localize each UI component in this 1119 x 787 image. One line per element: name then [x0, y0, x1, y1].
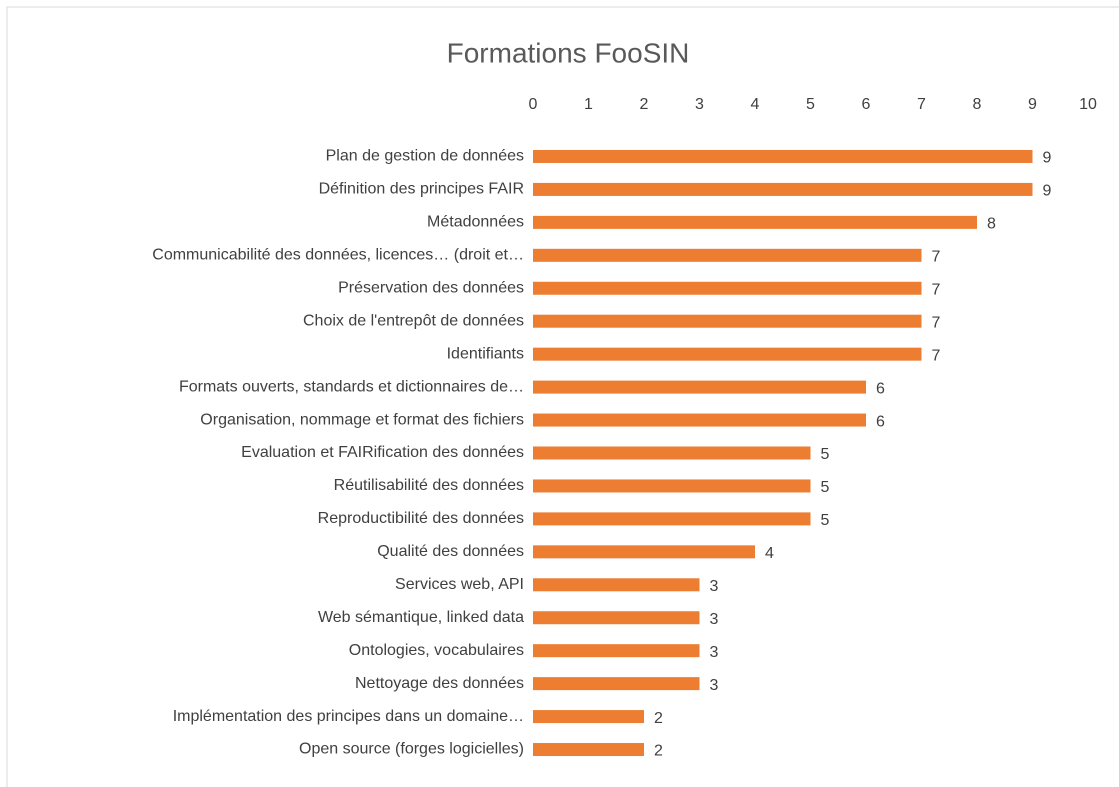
y-tick-label: Choix de l'entrepôt de données	[303, 312, 524, 329]
data-label: 2	[654, 743, 663, 760]
bar	[533, 413, 866, 427]
y-tick-label: Plan de gestion de données	[326, 148, 524, 165]
x-tick-label: 0	[529, 96, 538, 113]
data-label: 3	[710, 677, 719, 694]
data-label: 6	[876, 380, 885, 397]
data-label: 6	[876, 413, 885, 430]
data-label: 3	[710, 644, 719, 661]
x-tick-label: 7	[917, 96, 926, 113]
data-label: 9	[1043, 150, 1052, 167]
bar	[533, 611, 700, 625]
bar	[533, 479, 811, 493]
x-tick-label: 5	[806, 96, 815, 113]
x-tick-label: 10	[1079, 96, 1097, 113]
x-tick-label: 6	[862, 96, 871, 113]
y-tick-label: Qualité des données	[377, 543, 524, 560]
bar	[533, 677, 700, 691]
y-tick-label: Web sémantique, linked data	[318, 609, 524, 626]
y-tick-label: Préservation des données	[338, 279, 524, 296]
bar	[533, 281, 922, 295]
y-tick-label: Réutilisabilité des données	[334, 477, 524, 494]
y-tick-label: Ontologies, vocabulaires	[349, 642, 524, 659]
y-tick-label: Implémentation des principes dans un dom…	[173, 708, 524, 725]
bar	[533, 248, 922, 262]
bar	[533, 545, 755, 559]
data-label: 5	[821, 479, 830, 496]
y-tick-label: Métadonnées	[427, 214, 524, 231]
y-tick-label: Services web, API	[395, 576, 524, 593]
y-tick-label: Formats ouverts, standards et dictionnai…	[179, 378, 524, 395]
data-label: 7	[932, 249, 941, 266]
bar	[533, 347, 922, 361]
bar	[533, 446, 811, 460]
data-label: 7	[932, 347, 941, 364]
chart-frame	[6, 6, 1119, 787]
bar	[533, 380, 866, 394]
bar	[533, 743, 644, 757]
x-tick-label: 8	[973, 96, 982, 113]
y-tick-label: Définition des principes FAIR	[319, 181, 524, 198]
bar	[533, 512, 811, 526]
y-tick-label: Identifiants	[447, 345, 524, 362]
data-label: 7	[932, 281, 941, 298]
bar	[533, 182, 1033, 196]
bar	[533, 314, 922, 328]
data-label: 3	[710, 578, 719, 595]
y-tick-label: Organisation, nommage et format des fich…	[200, 411, 524, 428]
data-label: 8	[987, 216, 996, 233]
bar	[533, 149, 1033, 163]
x-tick-label: 3	[695, 96, 704, 113]
x-tick-label: 9	[1028, 96, 1037, 113]
data-label: 5	[821, 446, 830, 463]
y-tick-label: Reproductibilité des données	[318, 510, 524, 527]
data-label: 2	[654, 710, 663, 727]
bar	[533, 578, 700, 592]
data-label: 7	[932, 314, 941, 331]
y-tick-label: Open source (forges logicielles)	[299, 741, 524, 758]
data-label: 4	[765, 545, 774, 562]
chart-title: Formations FooSIN	[447, 37, 690, 68]
data-label: 3	[710, 611, 719, 628]
x-tick-label: 2	[640, 96, 649, 113]
y-tick-label: Communicabilité des données, licences… (…	[152, 247, 524, 264]
y-tick-label: Evaluation et FAIRification des données	[241, 444, 524, 461]
bar	[533, 215, 977, 229]
data-label: 5	[821, 512, 830, 529]
x-tick-label: 4	[751, 96, 760, 113]
bar	[533, 710, 644, 724]
x-tick-label: 1	[584, 96, 593, 113]
bar	[533, 644, 700, 658]
data-label: 9	[1043, 183, 1052, 200]
y-tick-label: Nettoyage des données	[355, 675, 524, 692]
